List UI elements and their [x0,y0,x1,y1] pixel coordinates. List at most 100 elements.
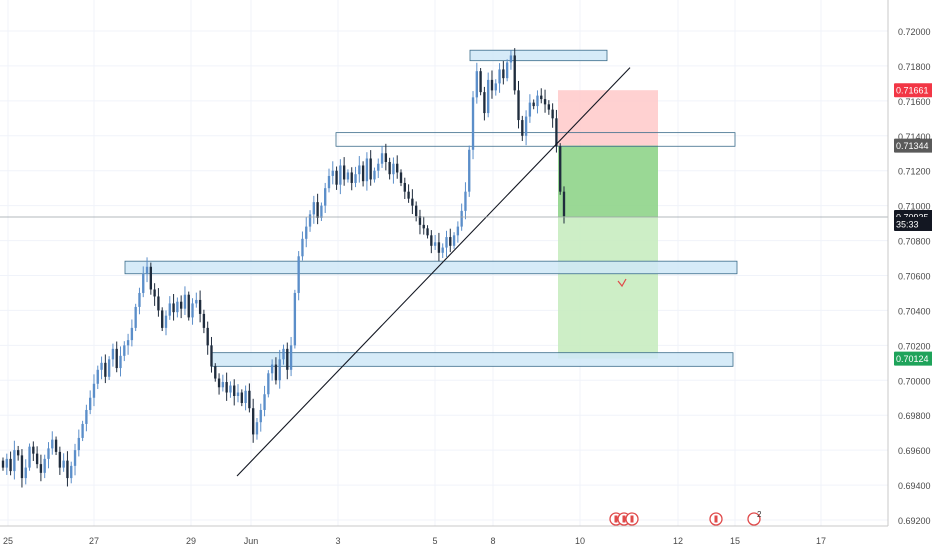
candle-body [354,174,357,183]
ca-event-icon-mark [714,515,718,523]
candle-body [5,458,8,468]
candle-body [282,348,285,360]
candle-body [77,437,80,451]
candle-body [411,198,414,206]
candle-body [562,191,566,217]
take-profit-zone[interactable] [558,216,658,359]
candle-body [111,348,115,360]
candle-body [297,256,300,293]
candle-body [490,79,494,91]
candle-body [441,247,444,253]
candle-body [331,170,334,176]
candle-body [142,273,145,293]
candle-body [301,238,304,257]
trendline[interactable] [236,67,631,477]
candle-body [422,224,425,229]
candle-body [274,364,278,381]
candle-body [176,301,179,313]
time-axis: 25 27 29 Jun 3 5 8 10 12 15 17 [0,525,888,546]
candle-body [92,383,96,398]
candle-body [543,99,547,105]
candle-body [134,306,137,328]
candle-body [96,369,99,384]
price-tick-label: 0.71000 [898,202,931,212]
candle-body [551,109,554,119]
candle-body [365,158,369,182]
candle-body [161,310,164,328]
candle-body [130,327,134,341]
candle-body [388,161,391,175]
candle-body [172,303,175,313]
ask-price-badge [894,83,932,98]
candle-body [195,299,198,304]
support-zone-upper[interactable] [124,260,738,275]
candle-body [267,373,270,395]
candle-body [43,458,46,473]
candle-body [513,55,516,91]
drawings[interactable] [124,49,738,367]
support-zone-lower[interactable] [210,352,734,367]
candle-body [233,385,236,397]
candle-body [468,149,471,192]
candle-body [433,242,437,246]
ask-price-text: 0.71661 [896,86,929,96]
candle-body [20,455,24,479]
entry-price-badge [894,138,932,153]
candle-body [47,448,50,459]
candle-body [350,172,353,183]
candle-body [547,104,551,110]
candle-body [221,382,225,388]
candle-body [380,153,384,164]
time-tick-label: 12 [673,536,683,546]
price-tick-label: 0.70000 [898,376,931,386]
candle-body [289,345,293,370]
candle-body [358,165,361,175]
candle-body [179,301,183,309]
countdown-price-text: 35:33 [896,219,919,229]
candle-body [327,175,331,189]
candle-body [89,397,92,410]
candle-body [70,465,73,479]
candle-body [346,172,350,180]
candle-body [517,90,520,121]
time-tick-label: 17 [816,536,826,546]
time-tick-label: 15 [730,536,740,546]
candle-body [168,303,171,316]
ca-event-icon-mark [630,515,634,523]
candle-body [1,460,5,468]
candle-body [361,165,365,182]
price-tick-label: 0.70200 [898,341,931,351]
resistance-zone-mid[interactable] [335,132,736,147]
candle-body [559,146,562,192]
candle-body [339,165,342,185]
economic-events[interactable]: 2 [609,510,762,526]
time-tick-label: 10 [575,536,585,546]
candle-body [255,422,259,435]
candle-body [452,235,456,246]
candle-body [293,292,297,346]
candle-body [384,153,388,162]
candle-body [403,182,406,192]
profit-zone-filled[interactable] [558,145,658,217]
event-group-icon[interactable] [747,512,761,526]
candle-body [145,266,149,274]
stop-loss-zone[interactable] [558,90,658,146]
trendline-group[interactable] [0,67,888,477]
candle-body [460,210,463,227]
candle-body [225,382,228,393]
candles [1,48,566,488]
check-mark-annotation[interactable] [617,278,627,288]
candle-body [316,202,319,218]
resistance-zone-top[interactable] [469,49,608,62]
candle-body [248,390,251,409]
candle-body [54,439,58,452]
candle-body [396,163,399,173]
candle-body [263,394,266,410]
candle-body [342,165,346,180]
candle-body [187,294,190,318]
candle-body [149,266,153,290]
candle-body [532,102,535,107]
candle-body [138,292,141,307]
